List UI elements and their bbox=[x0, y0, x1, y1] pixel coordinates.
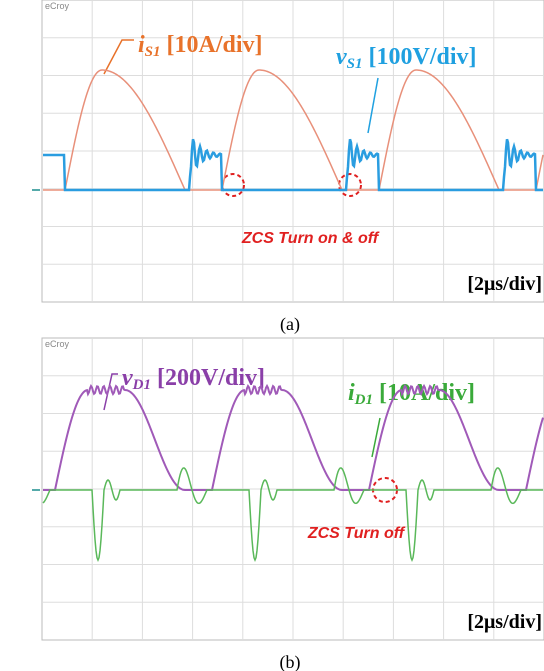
label-subscript: D1 bbox=[354, 392, 373, 408]
label-subscript: D1 bbox=[132, 377, 151, 393]
page: eCroy iS1[10A/div] vS1[100V/div] ZCS Tur… bbox=[0, 0, 544, 671]
time-scale: [2μs/div] bbox=[467, 611, 542, 633]
panel-b: eCroy vD1[200V/div] iD1[10A/div] ZCS Tur… bbox=[32, 338, 544, 671]
caption: (a) bbox=[280, 314, 300, 335]
caption: (b) bbox=[280, 652, 301, 671]
label-scale: [100V/div] bbox=[369, 44, 477, 70]
label-subscript: S1 bbox=[145, 44, 161, 60]
label-scale: [10A/div] bbox=[167, 32, 263, 58]
scope-logo: eCroy bbox=[45, 339, 70, 349]
label-symbol: v bbox=[336, 44, 347, 70]
annotation: ZCS Turn on & off bbox=[241, 230, 380, 247]
annotation: ZCS Turn off bbox=[307, 525, 406, 542]
scope-logo: eCroy bbox=[45, 1, 70, 11]
panel-a: eCroy iS1[10A/div] vS1[100V/div] ZCS Tur… bbox=[32, 0, 544, 335]
label-subscript: S1 bbox=[347, 56, 363, 72]
time-scale: [2μs/div] bbox=[467, 273, 542, 295]
figure: eCroy iS1[10A/div] vS1[100V/div] ZCS Tur… bbox=[0, 0, 544, 671]
